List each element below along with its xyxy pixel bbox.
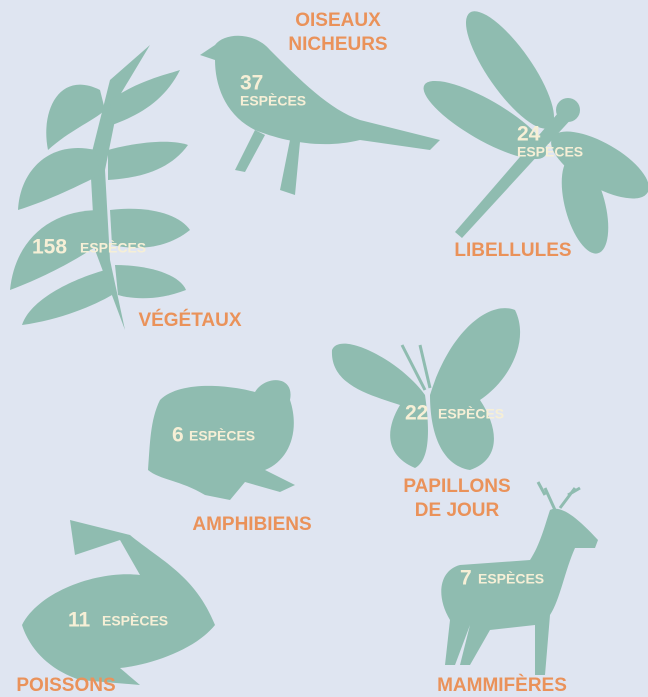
infographic: OISEAUX NICHEURS 37 ESPÈCES LIBELLULES 2… bbox=[0, 0, 648, 697]
species-unit: ESPÈCES bbox=[189, 428, 255, 444]
category-label: OISEAUX bbox=[295, 10, 381, 31]
species-count: 37 bbox=[240, 72, 263, 95]
species-unit: ESPÈCES bbox=[102, 613, 168, 629]
species-unit: ESPÈCES bbox=[478, 571, 544, 587]
species-count: 7 bbox=[460, 567, 472, 590]
species-count: 6 bbox=[172, 424, 184, 447]
species-count: 158 bbox=[32, 236, 67, 259]
category-label: DE JOUR bbox=[415, 500, 500, 521]
category-label: NICHEURS bbox=[288, 34, 387, 55]
species-unit: ESPÈCES bbox=[240, 93, 306, 109]
category-label: PAPILLONS bbox=[403, 476, 510, 497]
category-label: VÉGÉTAUX bbox=[138, 309, 241, 331]
species-unit: ESPÈCES bbox=[80, 240, 146, 256]
category-label: LIBELLULES bbox=[454, 240, 571, 261]
species-count: 11 bbox=[68, 609, 91, 632]
category-label: MAMMIFÈRES bbox=[437, 674, 567, 696]
species-unit: ESPÈCES bbox=[438, 406, 504, 422]
species-unit: ESPÈCES bbox=[517, 144, 583, 160]
species-count: 22 bbox=[405, 402, 428, 425]
category-label: POISSONS bbox=[16, 675, 115, 696]
species-count: 24 bbox=[517, 123, 541, 146]
category-label: AMPHIBIENS bbox=[192, 514, 311, 535]
